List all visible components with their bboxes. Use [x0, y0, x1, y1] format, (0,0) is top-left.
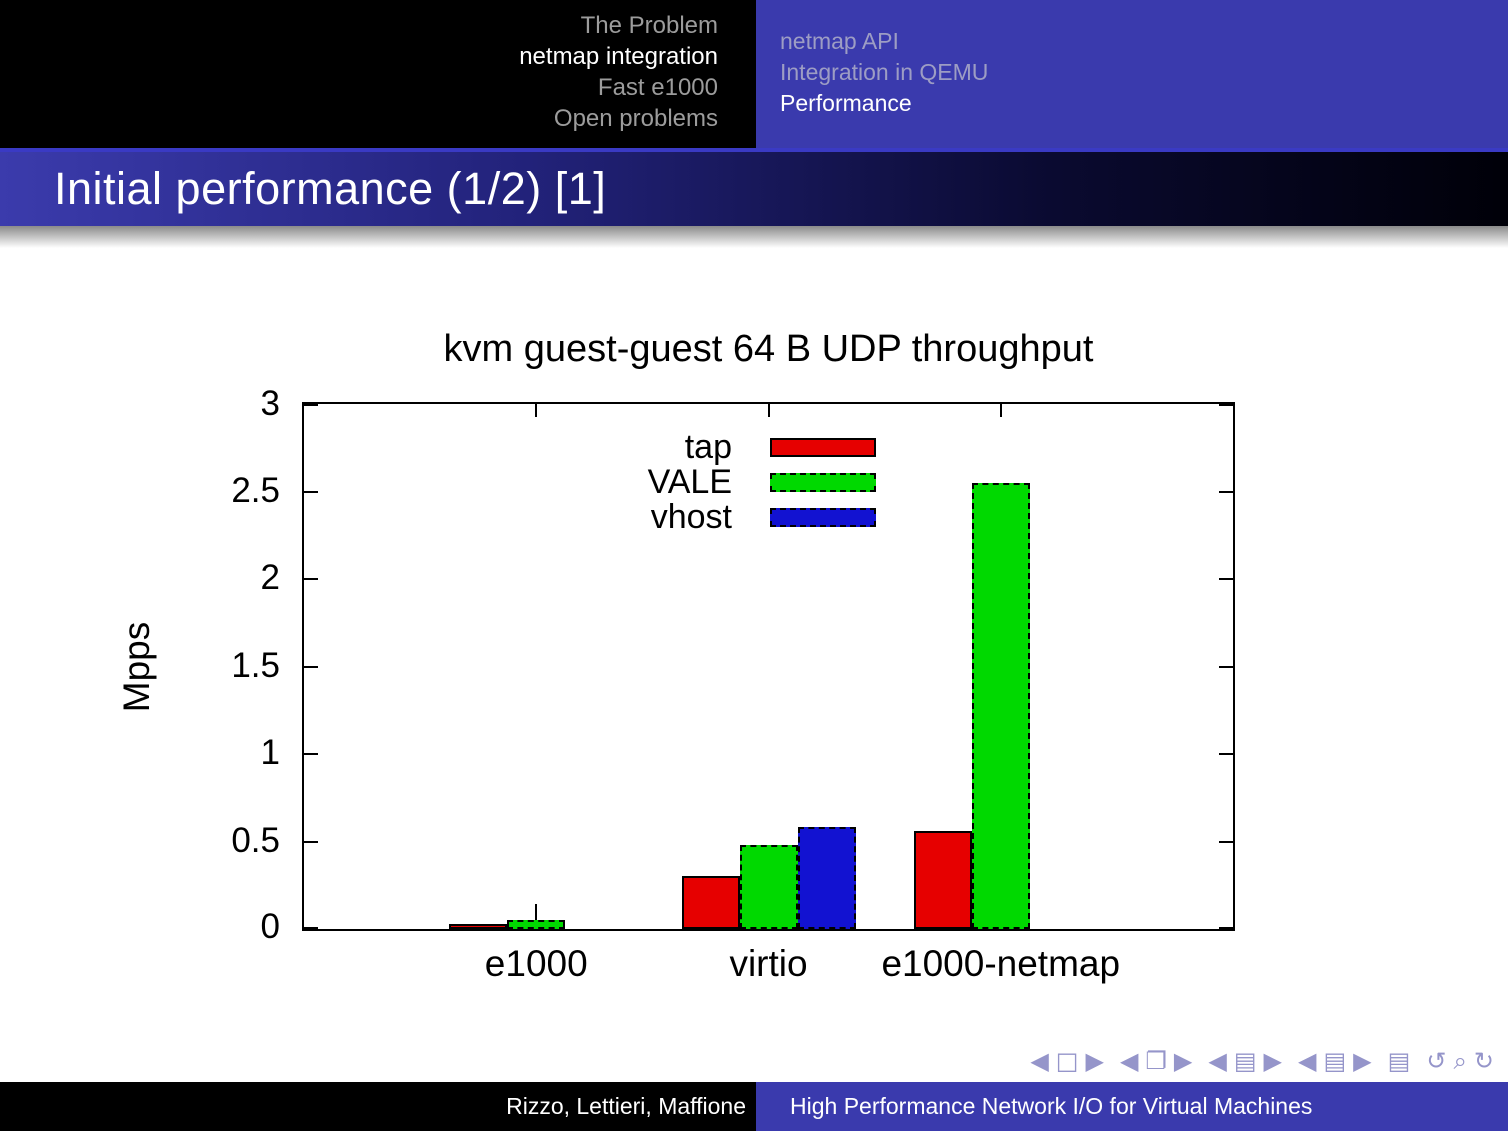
y-tick-label: 2.5 — [231, 470, 280, 510]
bar-tap-e1000-netmap — [914, 831, 972, 929]
y-tick-left — [304, 753, 318, 755]
appendix-icon[interactable]: ▤ — [1387, 1047, 1411, 1075]
y-tick-label: 1 — [260, 733, 280, 772]
header-subsections: netmap API Integration in QEMU Performan… — [756, 0, 1508, 148]
prev-section-icon[interactable]: ◀ — [1208, 1047, 1227, 1075]
nav-section-open-problems[interactable]: Open problems — [553, 105, 718, 132]
nav-symbol-group: ◀ □ ▶ — [1030, 1048, 1104, 1074]
y-tick-label: 0 — [260, 907, 280, 946]
legend-label-VALE: VALE — [647, 463, 732, 501]
nav-section-the-problem[interactable]: The Problem — [580, 12, 718, 39]
slide-icon[interactable]: □ — [1055, 1047, 1079, 1075]
legend-swatch-VALE — [770, 473, 876, 492]
footer-title-cell: High Performance Network I/O for Virtual… — [756, 1082, 1508, 1131]
frames-icon[interactable]: ❐ — [1145, 1047, 1167, 1075]
y-tick-label: 3 — [260, 384, 280, 423]
x-tick-label-e1000: e1000 — [484, 943, 588, 984]
header-sections: The Problem netmap integration Fast e100… — [0, 0, 756, 148]
footer: Rizzo, Lettieri, Maffione High Performan… — [0, 1082, 1508, 1131]
plot-area: tap VALE vhost — [302, 402, 1235, 931]
x-tick-label-virtio: virtio — [729, 943, 808, 984]
nav-subsection-performance[interactable]: Performance — [780, 90, 912, 116]
nav-symbol-group: ◀ ▤ ▶ — [1298, 1048, 1372, 1074]
title-bar: Initial performance (1/2) [1] — [0, 148, 1508, 226]
nav-symbol-group: ◀ ❐ ▶ — [1120, 1048, 1192, 1074]
y-tick-left — [304, 927, 318, 929]
y-tick-right — [1219, 840, 1233, 843]
title-bar-shadow — [0, 226, 1508, 248]
x-tick-top — [767, 404, 770, 417]
x-axis-tick-labels: e1000 virtio e1000-netmap — [302, 943, 1235, 995]
nav-subsection-integration-in-qemu[interactable]: Integration in QEMU — [780, 59, 989, 85]
y-tick-left — [304, 578, 318, 580]
legend-label-vhost: vhost — [650, 498, 732, 536]
y-tick-right — [1219, 490, 1233, 493]
next-slide-icon[interactable]: ▶ — [1085, 1047, 1104, 1075]
y-tick-label: 0.5 — [231, 820, 280, 860]
nav-symbol-group: ↺ ⌕ ↻ — [1426, 1048, 1494, 1074]
y-axis-tick-labels: 0 0.5 1 1.5 2 2.5 3 — [122, 384, 280, 946]
nav-subsection-netmap-api[interactable]: netmap API — [780, 28, 899, 54]
x-tick-label-e1000-netmap: e1000-netmap — [881, 943, 1121, 984]
y-tick-right — [1219, 753, 1233, 755]
legend-label-tap: tap — [684, 428, 732, 466]
prev-subsection-icon[interactable]: ◀ — [1298, 1047, 1317, 1075]
footer-presentation-title: High Performance Network I/O for Virtual… — [790, 1093, 1313, 1119]
next-frame-icon[interactable]: ▶ — [1173, 1047, 1193, 1075]
next-subsection-icon[interactable]: ▶ — [1353, 1047, 1372, 1075]
y-tick-right — [1219, 665, 1233, 668]
y-tick-left — [304, 490, 318, 493]
y-tick-label: 1.5 — [231, 645, 280, 685]
nav-section-netmap-integration[interactable]: netmap integration — [519, 43, 718, 70]
x-tick-top — [535, 404, 538, 417]
section-icon[interactable]: ▤ — [1233, 1047, 1257, 1075]
bar-VALE-e1000 — [507, 920, 565, 929]
y-tick-label: 2 — [260, 558, 280, 597]
back-icon[interactable]: ↺ — [1426, 1047, 1447, 1075]
footer-authors-cell: Rizzo, Lettieri, Maffione — [0, 1082, 756, 1131]
bar-tap-virtio — [682, 876, 740, 929]
legend-row-tap: tap — [304, 430, 876, 465]
y-tick-left — [304, 404, 318, 406]
bar-VALE-e1000-netmap — [972, 483, 1030, 929]
y-tick-left — [304, 665, 318, 668]
chart-title: kvm guest-guest 64 B UDP throughput — [443, 328, 1094, 370]
x-tick-top — [999, 404, 1002, 417]
legend-swatch-vhost — [770, 508, 876, 527]
nav-section-fast-e1000[interactable]: Fast e1000 — [597, 74, 718, 101]
y-tick-right — [1219, 578, 1233, 580]
bar-VALE-virtio — [740, 845, 798, 929]
legend-row-vhost: vhost — [304, 500, 876, 535]
prev-frame-icon[interactable]: ◀ — [1119, 1047, 1139, 1075]
page-title: Initial performance (1/2) [1] — [54, 163, 607, 214]
nav-symbol-group: ◀ ▤ ▶ — [1208, 1048, 1282, 1074]
legend-swatch-tap — [770, 438, 876, 457]
y-tick-right — [1219, 927, 1233, 929]
prev-slide-icon[interactable]: ◀ — [1030, 1047, 1049, 1075]
forward-icon[interactable]: ↻ — [1473, 1047, 1494, 1075]
search-icon[interactable]: ⌕ — [1453, 1047, 1467, 1075]
beamer-nav-symbols: ◀ □ ▶ ◀ ❐ ▶ ◀ ▤ ▶ ◀ ▤ ▶ ▤ ↺ ⌕ ↻ — [1014, 1048, 1494, 1074]
footer-authors: Rizzo, Lettieri, Maffione — [506, 1093, 746, 1119]
bar-vhost-virtio — [798, 827, 856, 929]
y-tick-left — [304, 840, 318, 843]
header: The Problem netmap integration Fast e100… — [0, 0, 1508, 148]
y-tick-right — [1219, 404, 1233, 406]
legend-row-VALE: VALE — [304, 465, 876, 500]
next-section-icon[interactable]: ▶ — [1263, 1047, 1283, 1075]
bar-tap-e1000 — [449, 924, 507, 929]
error-bar-VALE-e1000 — [535, 904, 537, 920]
nav-symbol-group: ▤ — [1388, 1048, 1411, 1074]
subsection-icon[interactable]: ▤ — [1323, 1047, 1347, 1075]
